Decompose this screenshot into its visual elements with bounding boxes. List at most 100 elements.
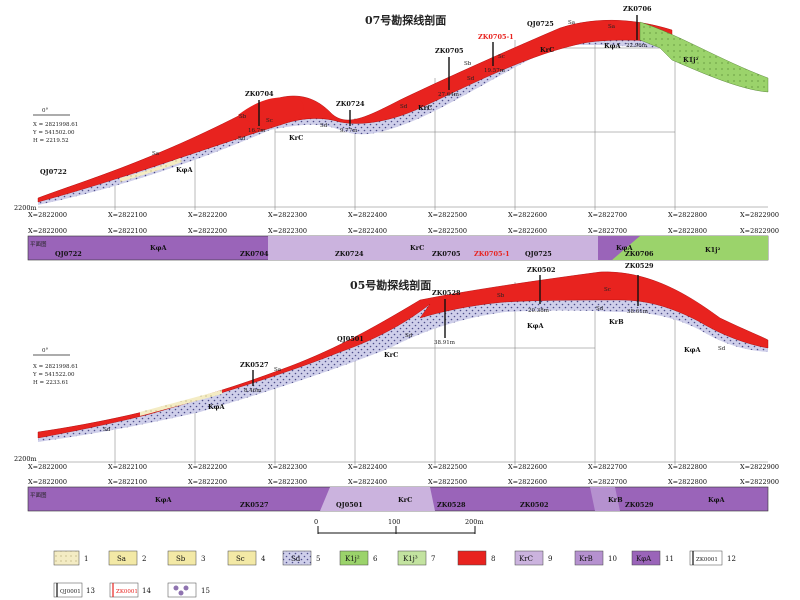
strip-item: K1j²	[705, 246, 721, 254]
x-tick: X=2822800	[668, 227, 707, 235]
x-tick: X=2822800	[668, 211, 707, 219]
strip-item: QJ0722	[55, 250, 82, 258]
unit-label: KφA	[176, 166, 194, 174]
x-tick: X=2822100	[108, 478, 147, 486]
hole-depth: 29.38m	[528, 308, 550, 314]
x-tick: X=2822900	[740, 211, 779, 219]
legend-num: 12	[727, 555, 736, 563]
unit-label: Sd	[320, 123, 328, 129]
section-05: 05号勘探线剖面 0° X = 2821998.61 Y = 541522.00…	[14, 262, 779, 512]
x-tick: X=2822000	[28, 227, 67, 235]
strip-item: ZK0706	[625, 250, 654, 258]
section-05-elevation: 2200m	[14, 455, 37, 463]
k1j2-block	[639, 21, 769, 93]
drillhole-zk0706[interactable]: ZK0706 22.96m	[623, 5, 652, 49]
legend-item-11: KφA 11	[631, 550, 674, 566]
drillhole-zk0705-1[interactable]: ZK0705-1 19.57m	[478, 33, 514, 74]
unit-label: Sa	[274, 367, 282, 373]
section-07-azimuth: 0°	[42, 108, 48, 114]
ore-body	[37, 20, 673, 203]
section-05-azimuth: 0°	[42, 348, 48, 354]
unit-label: KrB	[609, 318, 624, 326]
legend-num: 9	[548, 555, 552, 563]
legend-text: ZK0001	[116, 589, 138, 595]
unit-label: KφA	[208, 403, 226, 411]
legend-num: 15	[201, 587, 210, 595]
unit-label: Sa	[152, 151, 160, 157]
unit-label: Sa	[608, 24, 616, 30]
unit-label: K1j²	[683, 56, 699, 64]
hole-depth: 38.91m	[434, 340, 456, 346]
section-07-ticks-lower: X=2822000 X=2822100 X=2822200 X=2822300 …	[28, 227, 779, 235]
legend-text: ZK0001	[696, 557, 718, 563]
drillhole-zk0724[interactable]: ZK0724 9.77m	[336, 100, 365, 134]
legend-num: 2	[142, 555, 146, 563]
legend-item-15: 15	[167, 582, 210, 598]
strip-item: ZK0705-1	[474, 250, 510, 258]
drillhole-zk0529[interactable]: ZK0529 38.61m	[625, 262, 654, 315]
drillhole-zk0527[interactable]: ZK0527 8.46m	[240, 361, 269, 394]
legend-text: Sc	[236, 555, 245, 563]
legend-item-14: ZK0001 14	[109, 582, 151, 598]
hole-name: QJ0501	[337, 335, 364, 343]
unit-label: KrC	[384, 351, 398, 359]
strip-item: KrC	[410, 244, 424, 252]
legend-item-13: QJ0001 13	[53, 582, 95, 598]
unit-label: Sd	[405, 333, 413, 339]
section-05-y: Y = 541522.00	[32, 372, 75, 378]
legend-num: 4	[261, 555, 266, 563]
well-qj0501[interactable]: QJ0501	[337, 335, 364, 343]
hole-depth: 16.7m	[248, 128, 266, 134]
unit-label: KrC	[418, 104, 432, 112]
x-tick: X=2822600	[508, 478, 547, 486]
x-tick: X=2822300	[268, 478, 307, 486]
x-tick: X=2822400	[348, 463, 387, 471]
unit-label: Sc	[604, 287, 611, 293]
strip-item: KφA	[616, 244, 634, 252]
section-07-plan-strip: 平面图 QJ0722 KφA ZK0704 ZK0724 KrC ZK0705 …	[27, 235, 769, 261]
unit-label: Sd	[238, 136, 246, 142]
x-tick: X=2822200	[188, 463, 227, 471]
drillhole-zk0705[interactable]: ZK0705 27.64m	[435, 47, 464, 98]
section-07-y: Y = 541502.00	[32, 130, 75, 136]
x-tick: X=2822500	[428, 211, 467, 219]
unit-label: KφA	[527, 322, 545, 330]
unit-label: Sd	[718, 346, 726, 352]
legend-num: 7	[431, 555, 435, 563]
unit-label: KφA	[684, 346, 702, 354]
legend-item-3: Sb 3	[167, 550, 205, 566]
drillhole-zk0704[interactable]: ZK0704 16.7m	[245, 90, 274, 134]
legend-num: 3	[201, 555, 205, 563]
strip-item: ZK0724	[335, 250, 364, 258]
unit-label: QJ0722	[40, 168, 67, 176]
section-07-x: X = 2821998.61	[33, 122, 78, 128]
strip-item: ZK0528	[437, 501, 466, 509]
x-tick: X=2822000	[28, 211, 67, 219]
hole-depth: 38.61m	[627, 309, 649, 315]
x-tick: X=2822400	[348, 211, 387, 219]
hole-name: ZK0502	[527, 266, 556, 274]
drillhole-zk0502[interactable]: ZK0502 29.38m	[527, 266, 556, 314]
section-07-unit-labels: QJ0722 KφA Sa Sb Sc Sd KrC Sd Sd Sb Sc K…	[40, 20, 699, 176]
unit-label: KrC	[289, 134, 303, 142]
strip-label: 平面图	[30, 240, 47, 248]
drillhole-zk0528[interactable]: ZK0528 38.91m	[432, 289, 461, 346]
scale-bar: 0 100 200m	[314, 518, 484, 534]
legend-item-5: Sd 5	[282, 550, 320, 566]
strip-item: KφA	[155, 496, 173, 504]
x-tick: X=2822300	[268, 463, 307, 471]
x-tick: X=2822500	[428, 463, 467, 471]
section-05-x: X = 2821998.61	[33, 364, 78, 370]
hole-depth: 9.77m	[340, 128, 358, 134]
legend-item-7: K1j³ 7	[397, 550, 435, 566]
hole-name: ZK0529	[625, 262, 654, 270]
hole-name: ZK0706	[623, 5, 652, 13]
x-tick: X=2822400	[348, 227, 387, 235]
x-tick: X=2822100	[108, 463, 147, 471]
x-tick: X=2822700	[588, 463, 627, 471]
weathered-layer-05	[38, 271, 768, 442]
well-qj0725[interactable]: QJ0725	[527, 20, 554, 28]
strip-item: KφA	[150, 244, 168, 252]
legend-item-10: KrB 10	[574, 550, 617, 566]
